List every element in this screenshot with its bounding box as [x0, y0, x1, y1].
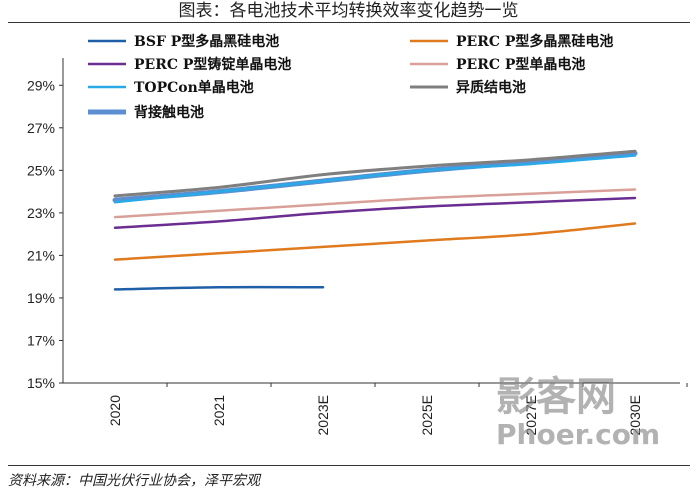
x-tick-label: 2021 [211, 395, 227, 426]
legend-label: 背接触电池 [134, 104, 204, 121]
series-lines [112, 149, 638, 291]
series-line-4 [113, 154, 637, 204]
legend: BSF P型多晶黑硅电池 PERC P型多晶黑硅电池 PERC P型铸锭单晶电池 PE… [88, 33, 613, 121]
legend-label: PERC P型单晶电池 [456, 56, 585, 73]
line-chart: 15% 17% 19% 21% 23% 25% 27% 29% 2020 2021 2023E 202… [27, 33, 688, 435]
source-note: 资料来源：中国光伏行业协会，泽平宏观 [8, 473, 260, 489]
series-line-3 [113, 188, 637, 219]
y-tick-label: 25% [27, 162, 55, 178]
x-tick-label: 2027E [523, 395, 539, 435]
legend-label: BSF P型多晶黑硅电池 [134, 33, 279, 50]
y-tick-label: 23% [27, 205, 55, 221]
y-tick-label: 19% [27, 290, 55, 306]
y-tick-label: 21% [27, 247, 55, 263]
legend-label: TOPCon单晶电池 [134, 79, 254, 96]
title-divider [8, 22, 690, 23]
x-tick-label: 2020 [107, 395, 123, 426]
series-line-5 [113, 149, 637, 198]
watermark-line1: 影客网 [496, 374, 616, 420]
y-tick-label: 27% [27, 120, 55, 136]
series-line-1 [113, 222, 637, 261]
chart-title: 图表：各电池技术平均转换效率变化趋势一览 [178, 1, 519, 21]
source-divider [8, 465, 690, 466]
legend-label: 异质结电池 [456, 79, 526, 96]
axis-group: 15% 17% 19% 21% 23% 25% 27% 29% 2020 2021 2023E 202… [27, 58, 688, 435]
series-line-0 [113, 285, 325, 291]
x-tick-label: 2030E [627, 395, 643, 435]
watermark: 影客网 Phoer.com [496, 374, 660, 450]
legend-label: PERC P型铸锭单晶电池 [134, 56, 291, 73]
x-tick-label: 2023E [315, 395, 331, 435]
y-tick-label: 15% [27, 375, 55, 391]
watermark-line2: Phoer.com [496, 418, 660, 450]
x-tick-label: 2025E [419, 395, 435, 435]
y-tick-label: 17% [27, 332, 55, 348]
legend-label: PERC P型多晶黑硅电池 [456, 33, 613, 50]
series-line-2 [113, 196, 637, 230]
y-tick-label: 29% [27, 77, 55, 93]
